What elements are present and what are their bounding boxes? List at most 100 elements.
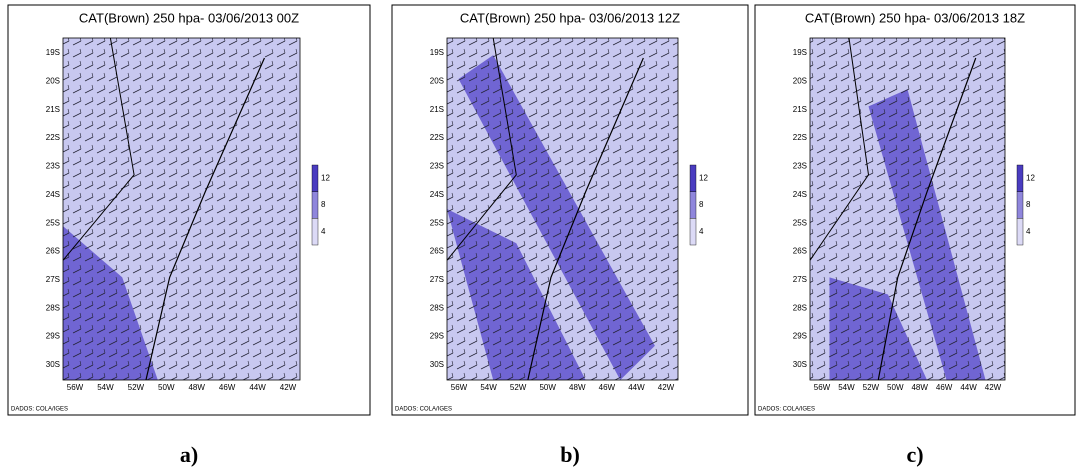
panel-caption: c) — [906, 442, 923, 467]
coastline — [145, 57, 265, 380]
lon-label: 46W — [936, 383, 953, 392]
colorbar-label: 4 — [1026, 227, 1031, 236]
colorbar-label: 12 — [321, 173, 330, 182]
panel-caption: b) — [560, 442, 580, 467]
wind-barbs — [810, 38, 1005, 380]
colorbar-label: 4 — [321, 227, 326, 236]
lon-label: 56W — [814, 383, 831, 392]
lat-label: 20S — [793, 76, 807, 85]
lat-label: 30S — [793, 360, 807, 369]
lon-label: 56W — [451, 383, 468, 392]
lon-label: 48W — [569, 383, 586, 392]
border — [447, 38, 517, 261]
map-border — [62, 37, 301, 381]
lon-label: 52W — [863, 383, 880, 392]
map-panel: CAT(Brown) 250 hpa- 03/06/2013 00Z 19S 20S… — [7, 4, 371, 416]
lon-label: 44W — [960, 383, 977, 392]
lon-label: 46W — [219, 383, 236, 392]
lon-label: 44W — [628, 383, 645, 392]
lat-label: 19S — [46, 48, 60, 57]
colorbar-segment — [311, 164, 319, 192]
lon-label: 42W — [985, 383, 1002, 392]
lon-label: 54W — [480, 383, 497, 392]
credit: DADOS: COLA/IGES — [758, 407, 815, 413]
lat-label: 24S — [430, 190, 444, 199]
colorbar-label: 8 — [1026, 200, 1031, 209]
lat-label: 21S — [430, 105, 444, 114]
lat-label: 19S — [430, 48, 444, 57]
coastline — [877, 57, 977, 380]
lon-label: 46W — [599, 383, 616, 392]
map-area — [63, 38, 300, 380]
map-panel: CAT(Brown) 250 hpa- 03/06/2013 12Z 19S 20S… — [391, 4, 749, 416]
lon-label: 48W — [911, 383, 928, 392]
lat-label: 22S — [793, 133, 807, 142]
lat-label: 20S — [430, 76, 444, 85]
lat-label: 29S — [430, 332, 444, 341]
lat-label: 23S — [46, 162, 60, 171]
lat-label: 30S — [430, 360, 444, 369]
lon-label: 52W — [510, 383, 527, 392]
lat-label: 19S — [793, 48, 807, 57]
lon-label: 50W — [887, 383, 904, 392]
lat-label: 25S — [430, 218, 444, 227]
lon-label: 54W — [838, 383, 855, 392]
lon-label: 54W — [97, 383, 114, 392]
map-area — [447, 38, 678, 380]
panel-title: CAT(Brown) 250 hpa- 03/06/2013 00Z — [79, 10, 299, 25]
colorbar-segment — [689, 164, 697, 192]
lat-label: 25S — [46, 218, 60, 227]
lat-label: 24S — [793, 190, 807, 199]
lat-label: 26S — [46, 247, 60, 256]
colorbar-label: 12 — [699, 173, 708, 182]
map-panel: CAT(Brown) 250 hpa- 03/06/2013 18Z 19S 20S… — [754, 4, 1076, 416]
lat-label: 22S — [46, 133, 60, 142]
lon-label: 50W — [539, 383, 556, 392]
wind-barbs — [63, 38, 300, 380]
colorbar-segment — [311, 218, 319, 246]
lat-label: 25S — [793, 218, 807, 227]
credit: DADOS: COLA/IGES — [395, 407, 452, 413]
border — [810, 38, 870, 261]
lon-label: 56W — [67, 383, 84, 392]
lat-label: 27S — [430, 275, 444, 284]
lat-label: 24S — [46, 190, 60, 199]
colorbar-segment — [689, 191, 697, 219]
lat-label: 27S — [46, 275, 60, 284]
lon-label: 50W — [158, 383, 175, 392]
lon-label: 52W — [128, 383, 145, 392]
colorbar-label: 8 — [699, 200, 704, 209]
lat-label: 20S — [46, 76, 60, 85]
colorbar-label: 8 — [321, 200, 326, 209]
credit: DADOS: COLA/IGES — [11, 407, 68, 413]
coastline — [527, 57, 644, 380]
colorbar-segment — [1016, 191, 1024, 219]
lat-label: 26S — [793, 247, 807, 256]
lon-label: 42W — [658, 383, 675, 392]
map-border — [446, 37, 679, 381]
wind-barbs — [447, 38, 678, 380]
lat-label: 23S — [793, 162, 807, 171]
lat-label: 29S — [46, 332, 60, 341]
colorbar-label: 4 — [699, 227, 704, 236]
lat-label: 30S — [46, 360, 60, 369]
map-border — [809, 37, 1006, 381]
lat-label: 23S — [430, 162, 444, 171]
lon-label: 42W — [280, 383, 297, 392]
lat-label: 27S — [793, 275, 807, 284]
lat-label: 22S — [430, 133, 444, 142]
lat-label: 29S — [793, 332, 807, 341]
colorbar-label: 12 — [1026, 173, 1035, 182]
lon-label: 44W — [249, 383, 266, 392]
colorbar-segment — [311, 191, 319, 219]
lat-label: 26S — [430, 247, 444, 256]
panel-caption: a) — [180, 442, 198, 467]
lat-label: 28S — [46, 303, 60, 312]
map-area — [810, 38, 1005, 380]
lat-label: 28S — [430, 303, 444, 312]
colorbar-segment — [1016, 164, 1024, 192]
border — [63, 38, 135, 261]
lat-label: 21S — [46, 105, 60, 114]
